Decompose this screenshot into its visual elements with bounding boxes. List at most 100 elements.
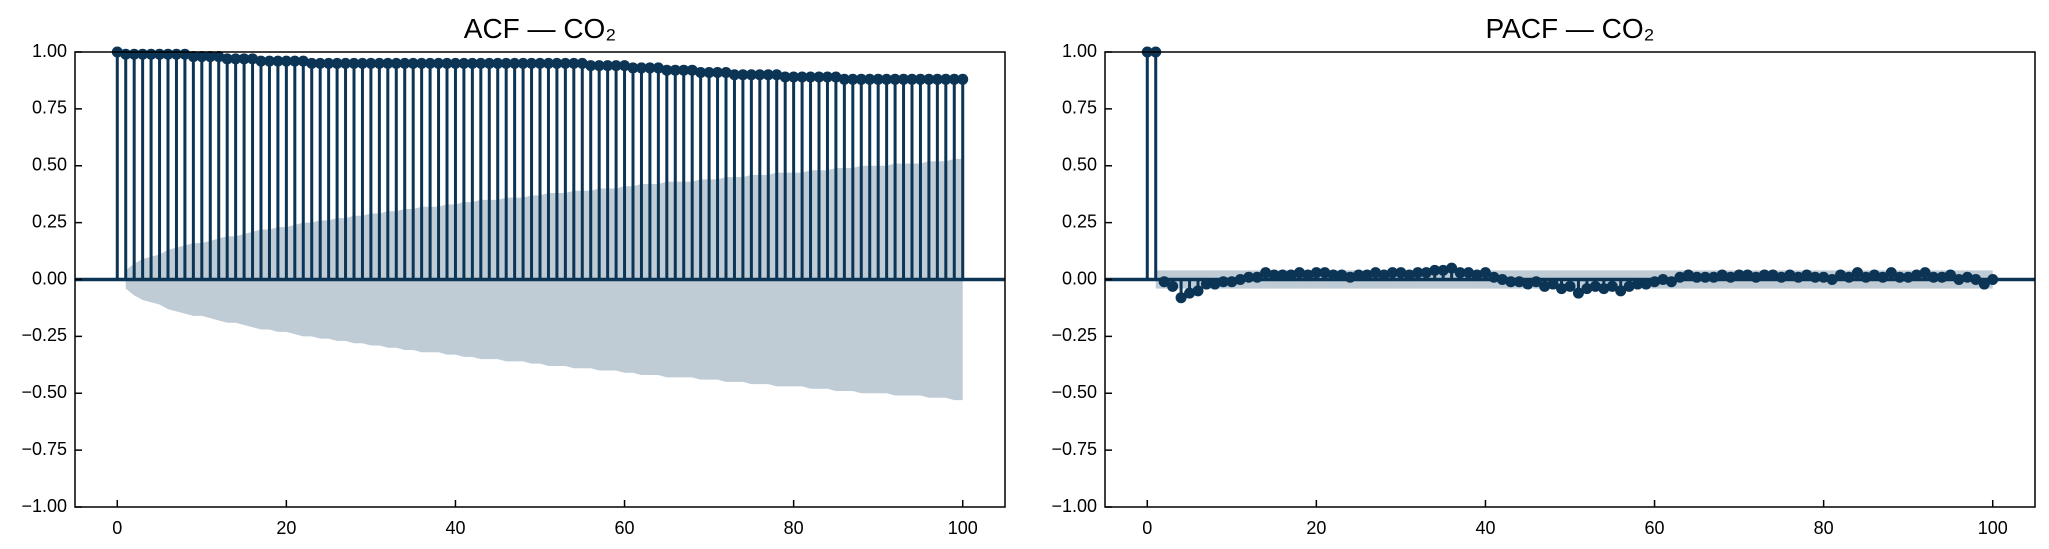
- y-tick-label: 0.75: [1062, 98, 1097, 118]
- stem-marker: [1226, 276, 1238, 288]
- y-tick-label: 0.25: [32, 211, 67, 231]
- stem-marker: [931, 73, 943, 85]
- stem-marker: [1632, 278, 1644, 290]
- y-tick-label: −0.75: [1051, 439, 1097, 459]
- stem-marker: [1564, 280, 1576, 292]
- stem-marker: [838, 73, 850, 85]
- stem-marker: [1395, 267, 1407, 279]
- stem-marker: [263, 55, 275, 67]
- stem-marker: [1682, 269, 1694, 281]
- stem-marker: [1251, 271, 1263, 283]
- stem-marker: [1446, 262, 1458, 274]
- stem-marker: [272, 55, 284, 67]
- stem-marker: [864, 73, 876, 85]
- stem-marker: [1167, 280, 1179, 292]
- stem-marker: [585, 60, 597, 72]
- stem-marker: [661, 64, 673, 76]
- stem-marker: [1361, 269, 1373, 281]
- stem-marker: [1344, 271, 1356, 283]
- x-tick-label: 60: [615, 518, 635, 538]
- stem-marker: [796, 71, 808, 83]
- stem-marker: [526, 57, 538, 69]
- stem-marker: [509, 57, 521, 69]
- stem-marker: [1420, 267, 1432, 279]
- stem-marker: [1649, 276, 1661, 288]
- y-tick-label: 1.00: [32, 41, 67, 61]
- chart-title: PACF — CO₂: [1485, 13, 1654, 44]
- stem-marker: [289, 55, 301, 67]
- stem-marker: [441, 57, 453, 69]
- stem-marker: [1429, 264, 1441, 276]
- stem-marker: [1665, 276, 1677, 288]
- stem-marker: [1826, 274, 1838, 285]
- x-tick-label: 40: [1475, 518, 1495, 538]
- stem-marker: [559, 57, 571, 69]
- stem-marker: [458, 57, 470, 69]
- y-tick-label: −0.50: [21, 382, 67, 402]
- stem-marker: [745, 69, 757, 81]
- stem-marker: [771, 69, 783, 81]
- stem-marker: [576, 57, 588, 69]
- stem-marker: [1919, 267, 1931, 279]
- y-tick-label: 0.25: [1062, 211, 1097, 231]
- stem-marker: [1268, 269, 1280, 281]
- stem-marker: [1589, 280, 1601, 292]
- stem-marker: [221, 53, 233, 65]
- stem-marker: [1809, 271, 1821, 283]
- y-tick-label: 0.75: [32, 98, 67, 118]
- stem-marker: [230, 53, 242, 65]
- stem-marker: [1851, 267, 1863, 279]
- stem-marker: [306, 57, 318, 69]
- stem-marker: [1386, 267, 1398, 279]
- stem-marker: [923, 73, 935, 85]
- stem-marker: [1775, 271, 1787, 283]
- stem-marker: [652, 62, 664, 74]
- stem-marker: [1479, 267, 1491, 279]
- stem-marker: [390, 57, 402, 69]
- stem-marker: [1310, 267, 1322, 279]
- stem-marker: [382, 57, 394, 69]
- stem-marker: [1691, 271, 1703, 283]
- stem-marker: [1192, 285, 1204, 297]
- stem-marker: [517, 57, 529, 69]
- y-tick-label: 0.50: [32, 155, 67, 175]
- stem-marker: [1277, 269, 1289, 281]
- stem-marker: [247, 53, 259, 65]
- stem-marker: [914, 73, 926, 85]
- x-tick-label: 60: [1645, 518, 1665, 538]
- stem-marker: [754, 69, 766, 81]
- stem-marker: [449, 57, 461, 69]
- stem-marker: [1978, 278, 1990, 290]
- stem-marker: [373, 57, 385, 69]
- stem-marker: [906, 73, 918, 85]
- stem-marker: [1217, 276, 1229, 288]
- x-tick-label: 0: [112, 518, 122, 538]
- stem-marker: [1928, 271, 1940, 283]
- stem-marker: [720, 66, 732, 78]
- stem-marker: [1556, 283, 1568, 295]
- stem-marker: [762, 69, 774, 81]
- stem-marker: [678, 64, 690, 76]
- stem-marker: [323, 57, 335, 69]
- stem-marker: [940, 73, 952, 85]
- stem-marker: [1767, 269, 1779, 281]
- stem-marker: [340, 57, 352, 69]
- stem-marker: [1234, 274, 1246, 285]
- stem-marker: [1860, 271, 1872, 283]
- stem-marker: [1353, 269, 1365, 281]
- stem-marker: [695, 66, 707, 78]
- stem-marker: [898, 73, 910, 85]
- stem-marker: [500, 57, 512, 69]
- stem-marker: [568, 57, 580, 69]
- stem-marker: [1505, 276, 1517, 288]
- stem-marker: [1513, 276, 1525, 288]
- y-tick-label: 0.50: [1062, 155, 1097, 175]
- stem-marker: [1243, 271, 1255, 283]
- stem-marker: [788, 71, 800, 83]
- stem-marker: [1961, 271, 1973, 283]
- stem-marker: [1488, 271, 1500, 283]
- stem-marker: [1175, 292, 1187, 304]
- stem-marker: [466, 57, 478, 69]
- stem-marker: [1615, 285, 1627, 297]
- stem-marker: [483, 57, 495, 69]
